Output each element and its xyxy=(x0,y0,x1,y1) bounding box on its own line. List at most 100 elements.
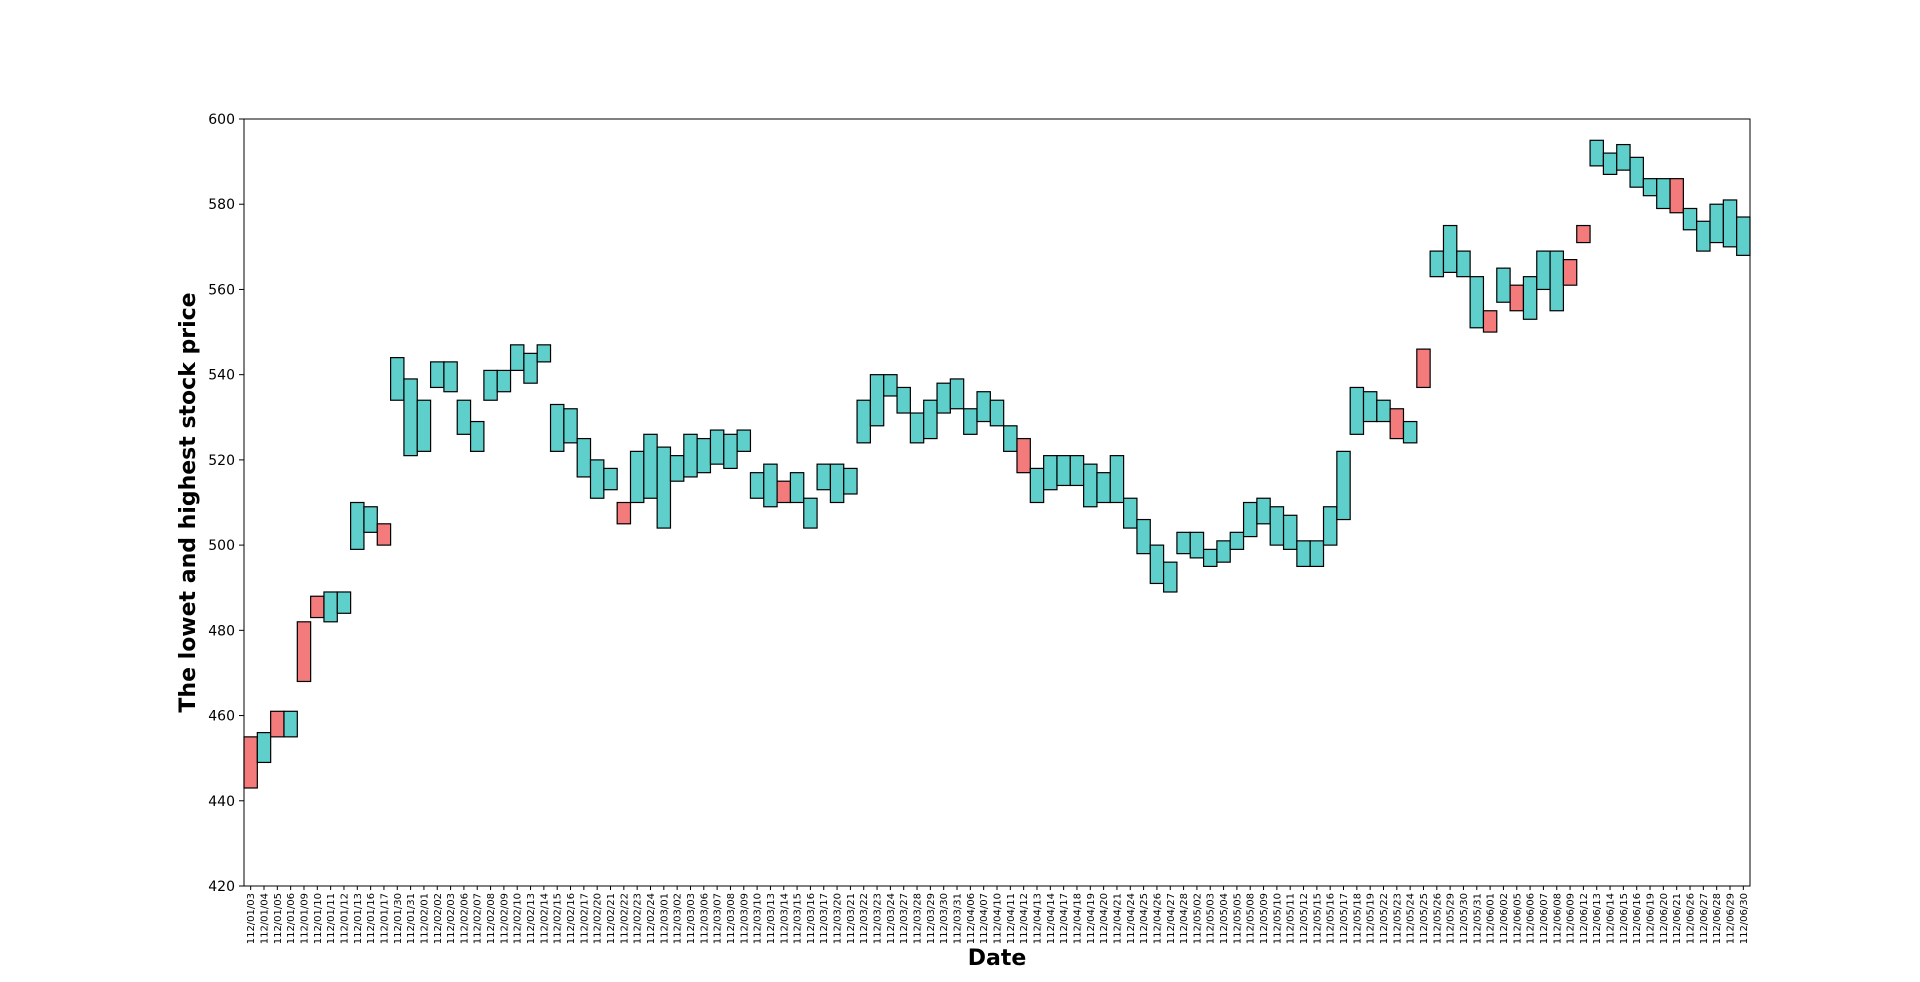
y-tick-label: 460 xyxy=(208,709,235,725)
x-tick-label: 112/01/11 xyxy=(326,893,337,944)
x-tick-label: 112/05/04 xyxy=(1219,893,1230,944)
x-tick-label: 112/04/07 xyxy=(979,893,990,944)
price-range-bar xyxy=(1309,540,1325,568)
price-range-bar xyxy=(696,437,712,474)
price-range-bar xyxy=(669,455,685,482)
price-range-bar xyxy=(1322,506,1338,546)
x-tick-label: 112/01/04 xyxy=(259,893,270,944)
x-tick-label: 112/03/17 xyxy=(819,893,830,944)
y-axis-label: The lowet and highest stock price xyxy=(176,292,201,712)
x-tick-label: 112/02/02 xyxy=(433,893,444,944)
x-tick-label: 112/04/06 xyxy=(966,893,977,944)
plot-area-frame xyxy=(243,118,1751,887)
price-range-bar xyxy=(1016,437,1031,474)
x-tick-label: 112/04/27 xyxy=(1166,893,1177,944)
price-range-bar xyxy=(1083,463,1098,508)
price-range-bar xyxy=(1242,501,1258,538)
x-tick-label: 112/04/21 xyxy=(1112,893,1123,944)
x-tick-label: 112/03/29 xyxy=(926,893,937,944)
x-tick-label: 112/02/09 xyxy=(499,893,510,944)
price-range-bar xyxy=(1136,518,1151,555)
x-tick-label: 112/05/09 xyxy=(1259,893,1270,944)
price-range-bar xyxy=(1349,386,1365,435)
x-tick-label: 112/06/07 xyxy=(1539,893,1550,944)
x-tick-label: 112/03/09 xyxy=(739,893,750,944)
price-range-bar xyxy=(576,437,592,478)
x-tick-label: 112/03/28 xyxy=(913,893,924,944)
x-tick-label: 112/03/03 xyxy=(686,893,697,944)
price-range-bar xyxy=(549,403,565,452)
price-range-bar xyxy=(456,399,472,435)
x-tick-label: 112/05/12 xyxy=(1299,893,1310,944)
price-range-bar xyxy=(763,463,778,508)
x-tick-label: 112/05/05 xyxy=(1232,893,1243,944)
price-range-bar xyxy=(776,480,792,504)
x-tick-label: 112/05/19 xyxy=(1366,893,1377,944)
price-range-bar xyxy=(443,361,458,393)
price-range-bar xyxy=(1616,143,1631,171)
x-tick-label: 112/05/24 xyxy=(1406,893,1417,944)
price-range-bar xyxy=(1469,276,1485,329)
x-tick-label: 112/04/10 xyxy=(993,893,1004,944)
price-range-bar xyxy=(563,408,578,444)
y-tick-label: 600 xyxy=(208,112,235,128)
price-range-bar xyxy=(1202,548,1218,568)
x-tick-label: 112/03/22 xyxy=(859,893,870,944)
price-range-bar xyxy=(1296,540,1311,568)
x-tick-label: 112/06/12 xyxy=(1579,893,1590,944)
x-tick-label: 112/06/26 xyxy=(1686,893,1697,944)
y-tick-label: 480 xyxy=(208,623,235,639)
price-range-bar xyxy=(989,399,1005,427)
y-tick-label: 520 xyxy=(208,453,235,469)
x-tick-label: 112/05/25 xyxy=(1419,893,1430,944)
price-range-bar xyxy=(256,731,272,764)
price-range-bar xyxy=(496,369,512,393)
x-tick-label: 112/02/15 xyxy=(553,893,564,944)
x-tick-label: 112/06/16 xyxy=(1632,893,1643,944)
y-tick-label: 500 xyxy=(208,538,235,554)
price-range-bar xyxy=(1056,455,1071,487)
x-tick-label: 112/05/18 xyxy=(1352,893,1363,944)
x-tick-label: 112/06/21 xyxy=(1672,893,1683,944)
price-range-bar xyxy=(1496,267,1511,303)
x-tick-label: 112/01/16 xyxy=(366,893,377,944)
price-range-bar xyxy=(656,446,672,529)
x-tick-label: 112/03/15 xyxy=(793,893,804,944)
price-range-bar xyxy=(1522,276,1538,320)
price-range-bar xyxy=(1696,220,1711,252)
x-axis: 112/01/03 112/01/04 112/01/05 112/01/06 112/… xyxy=(246,886,1750,944)
x-tick-label: 112/06/13 xyxy=(1592,893,1603,944)
price-range-bar xyxy=(336,591,352,614)
price-range-bar xyxy=(616,501,632,525)
price-range-bar xyxy=(403,378,418,457)
x-tick-label: 112/02/20 xyxy=(593,893,604,944)
x-tick-label: 112/01/10 xyxy=(313,893,324,944)
price-range-bar xyxy=(1282,514,1298,550)
price-range-bar xyxy=(1709,203,1724,244)
price-range-bar xyxy=(629,450,645,504)
x-tick-label: 112/01/31 xyxy=(406,893,417,944)
price-range-bar xyxy=(1389,408,1405,440)
price-range-bar xyxy=(270,710,285,738)
x-tick-label: 112/05/23 xyxy=(1392,893,1403,944)
price-range-bar xyxy=(1602,152,1618,175)
x-tick-label: 112/03/06 xyxy=(699,893,710,944)
x-tick-label: 112/01/09 xyxy=(299,893,310,944)
price-range-bar xyxy=(856,399,871,444)
price-range-bar xyxy=(643,433,658,499)
price-range-bar xyxy=(1189,531,1205,559)
price-range-bar xyxy=(509,344,525,372)
x-tick-label: 112/06/30 xyxy=(1739,893,1750,944)
price-range-bar xyxy=(1549,250,1565,312)
x-tick-label: 112/04/26 xyxy=(1152,893,1163,944)
x-tick-label: 112/06/14 xyxy=(1606,893,1617,944)
x-tick-label: 112/02/10 xyxy=(513,893,524,944)
x-tick-label: 112/03/30 xyxy=(939,893,950,944)
x-tick-label: 112/03/13 xyxy=(766,893,777,944)
price-range-bar xyxy=(1456,250,1471,278)
price-range-bar xyxy=(1376,399,1391,423)
price-range-bar xyxy=(1576,224,1591,244)
price-range-bar xyxy=(1029,467,1045,504)
x-tick-label: 112/06/29 xyxy=(1726,893,1737,944)
